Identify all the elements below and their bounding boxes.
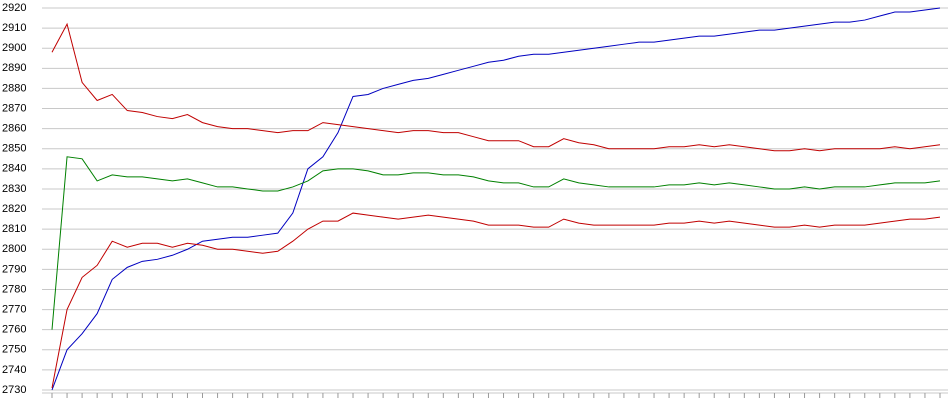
y-tick-label: 2890 xyxy=(2,62,26,74)
y-tick-label: 2910 xyxy=(2,22,26,34)
y-tick-label: 2740 xyxy=(2,364,26,376)
line-series xyxy=(51,7,941,391)
y-tick-label: 2750 xyxy=(2,344,26,356)
y-tick-label: 2900 xyxy=(2,42,26,54)
y-tick-label: 2790 xyxy=(2,263,26,275)
y-tick-label: 2870 xyxy=(2,102,26,114)
line-series xyxy=(51,22,941,152)
y-tick-label: 2850 xyxy=(2,143,26,155)
y-tick-label: 2860 xyxy=(2,123,26,135)
y-tick-label: 2800 xyxy=(2,243,26,255)
y-tick-label: 2730 xyxy=(2,384,26,396)
y-tick-label: 2880 xyxy=(2,82,26,94)
y-tick-label: 2840 xyxy=(2,163,26,175)
y-tick-label: 2810 xyxy=(2,223,26,235)
y-tick-label: 2830 xyxy=(2,183,26,195)
y-tick-label: 2820 xyxy=(2,203,26,215)
line-series xyxy=(51,212,941,389)
y-tick-label: 2770 xyxy=(2,303,26,315)
y-tick-label: 2760 xyxy=(2,324,26,336)
line-series xyxy=(51,156,941,330)
y-tick-label: 2780 xyxy=(2,283,26,295)
y-tick-label: 2920 xyxy=(2,2,26,14)
